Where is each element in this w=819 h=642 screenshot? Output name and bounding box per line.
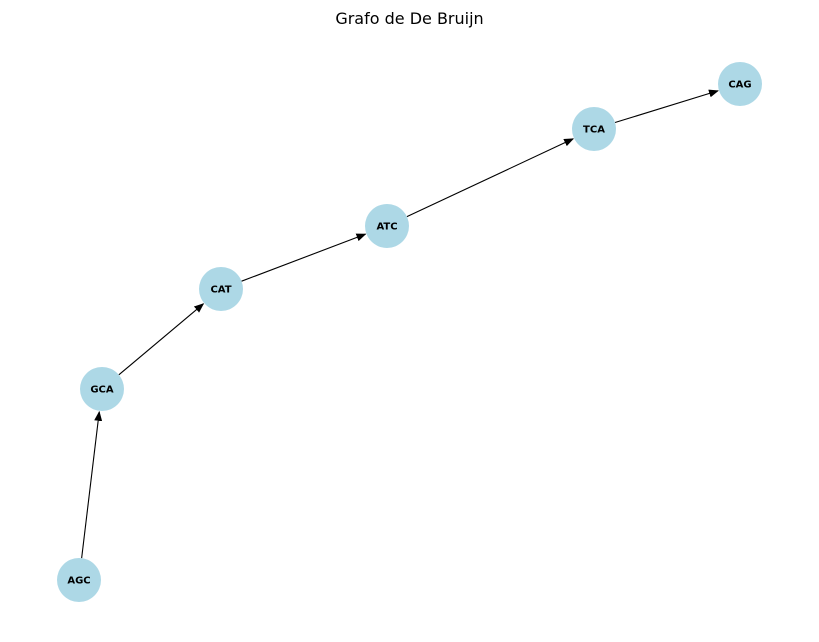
node-label: ATC xyxy=(376,222,397,233)
node-label: GCA xyxy=(90,385,114,396)
node-atc: ATC xyxy=(365,204,409,248)
edge-cat-atc xyxy=(241,233,367,282)
node-label: AGC xyxy=(67,576,90,587)
edge-tca-cag xyxy=(614,89,719,124)
graph-title: Grafo de De Bruijn xyxy=(335,9,483,28)
edge-gca-cat xyxy=(118,303,205,376)
node-label: CAT xyxy=(210,285,231,296)
node-circle xyxy=(718,62,762,106)
node-agc: AGC xyxy=(57,558,101,602)
node-circle xyxy=(57,558,101,602)
nodes-layer: AGC GCA CAT ATC TCA CAG xyxy=(57,62,762,602)
node-cag: CAG xyxy=(718,62,762,106)
node-circle xyxy=(572,107,616,151)
node-label: CAG xyxy=(728,80,751,91)
edge-atc-tca xyxy=(406,138,575,218)
node-circle xyxy=(365,204,409,248)
node-tca: TCA xyxy=(572,107,616,151)
node-circle xyxy=(199,267,243,311)
node-label: TCA xyxy=(583,125,605,136)
edges-layer xyxy=(81,89,719,559)
node-gca: GCA xyxy=(80,367,124,411)
node-circle xyxy=(80,367,124,411)
edge-agc-gca xyxy=(81,410,103,559)
node-cat: CAT xyxy=(199,267,243,311)
